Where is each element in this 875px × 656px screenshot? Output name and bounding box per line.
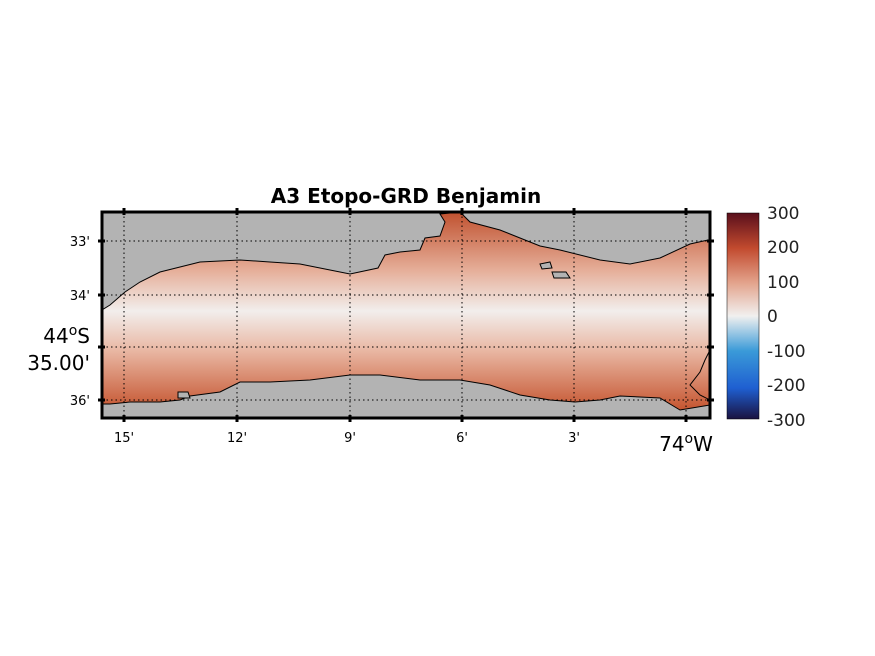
map-frame [100,210,712,420]
colorbar-tick: -200 [767,376,806,396]
y-tick-label: 34' [70,289,90,304]
y-ref-label: 44oS [43,323,90,348]
y-tick-labels: 33' 34' 36' [70,235,90,409]
colorbar-tick: 200 [767,238,799,258]
colorbar-tick: 0 [767,307,778,327]
colorbar-tick: 100 [767,273,799,293]
y-tick-label: 33' [70,235,90,250]
map-panel [102,212,710,418]
x-tick-labels: 15' 12' 9' 6' 3' [114,431,580,446]
x-tick-label: 15' [114,431,134,446]
colorbar-tick: 300 [767,204,799,224]
ocean-channel [102,212,710,411]
island [177,391,191,399]
x-tick-label: 6' [456,431,468,446]
y-tick-label: 36' [70,394,90,409]
island [539,261,553,270]
map-title: A3 Etopo-GRD Benjamin [271,184,541,208]
map-grid [102,212,710,418]
x-tick-label: 9' [344,431,356,446]
frame-ticks [98,208,714,422]
colorbar-tick: -300 [767,411,806,431]
colorbar-ramp [726,212,760,420]
x-tick-label: 12' [227,431,247,446]
island [551,271,571,279]
x-tick-label: 3' [568,431,580,446]
colorbar: 300 200 100 0 -100 -200 -300 [726,204,806,431]
y-ref-label-minutes: 35.00' [27,351,90,375]
colorbar-tick: -100 [767,342,806,362]
x-ref-label: 74oW [659,431,713,456]
